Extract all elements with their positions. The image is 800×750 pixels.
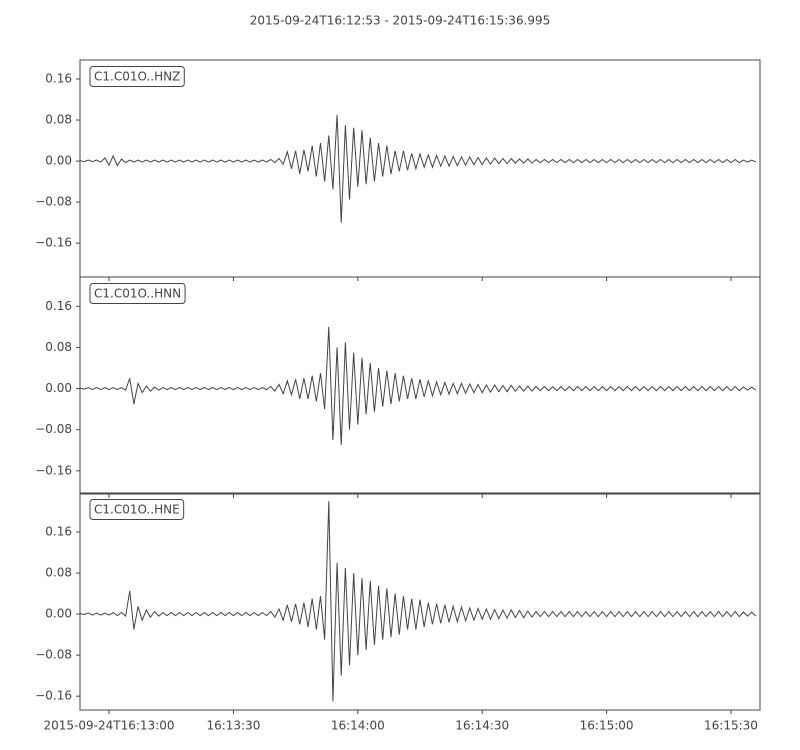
y-tick-label: 0.08 xyxy=(45,340,72,354)
y-tick-label: 0.16 xyxy=(45,524,72,538)
x-tick-label: 16:14:30 xyxy=(455,719,509,733)
waveform xyxy=(80,114,757,223)
trace-label-box xyxy=(89,499,185,520)
y-tick-label: −0.16 xyxy=(35,463,72,477)
y-tick-label: −0.08 xyxy=(35,195,72,209)
y-tick-label: 0.08 xyxy=(45,566,72,580)
y-tick-label: −0.08 xyxy=(35,648,72,662)
waveform xyxy=(80,501,757,702)
y-tick-label: 0.16 xyxy=(45,71,72,85)
x-tick-label: 16:15:00 xyxy=(580,719,634,733)
waveform xyxy=(80,326,757,446)
x-tick-label: 16:14:00 xyxy=(331,719,385,733)
y-tick-label: 0.16 xyxy=(45,299,72,313)
chart-title: 2015-09-24T16:12:53 - 2015-09-24T16:15:3… xyxy=(250,14,551,28)
y-tick-label: 0.08 xyxy=(45,113,72,127)
trace-label: C1.C01O..HNN xyxy=(94,287,181,301)
trace-label: C1.C01O..HNE xyxy=(94,503,180,517)
y-tick-label: 0.00 xyxy=(45,607,72,621)
y-tick-label: −0.16 xyxy=(35,236,72,250)
y-tick-label: −0.16 xyxy=(35,689,72,703)
y-tick-label: 0.00 xyxy=(45,381,72,395)
panel-frame xyxy=(79,276,761,495)
trace-label-box xyxy=(89,283,186,304)
trace-label-box xyxy=(89,66,185,87)
panel-frame xyxy=(79,492,761,711)
y-tick-label: −0.08 xyxy=(35,422,72,436)
x-tick-label: 2015-09-24T16:13:00 xyxy=(44,719,175,733)
x-tick-label: 16:15:30 xyxy=(704,719,758,733)
trace-label: C1.C01O..HNZ xyxy=(94,70,180,84)
x-tick-label: 16:13:30 xyxy=(206,719,260,733)
y-tick-label: 0.00 xyxy=(45,154,72,168)
